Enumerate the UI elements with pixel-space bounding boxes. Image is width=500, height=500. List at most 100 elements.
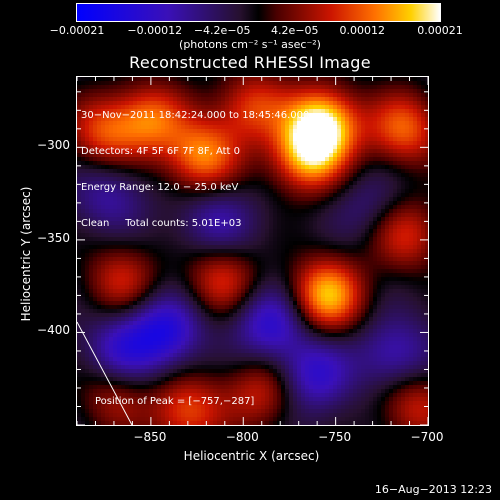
heatmap-cell (321, 153, 326, 158)
heatmap-cell (105, 101, 110, 106)
heatmap-cell (221, 81, 226, 86)
heatmap-cell (169, 249, 174, 254)
heatmap-cell (385, 209, 390, 214)
heatmap-cell (413, 273, 418, 278)
heatmap-cell (381, 253, 386, 258)
heatmap-cell (281, 165, 286, 170)
heatmap-cell (217, 89, 222, 94)
heatmap-cell (253, 141, 258, 146)
heatmap-cell (341, 253, 346, 258)
heatmap-cell (405, 189, 410, 194)
heatmap-cell (317, 265, 322, 270)
heatmap-cell (189, 253, 194, 258)
heatmap-cell (293, 229, 298, 234)
heatmap-cell (157, 125, 162, 130)
heatmap-cell (389, 257, 394, 262)
heatmap-cell (273, 109, 278, 114)
heatmap-cell (273, 245, 278, 250)
heatmap-cell (353, 229, 358, 234)
heatmap-cell (189, 285, 194, 290)
heatmap-cell (389, 189, 394, 194)
heatmap-cell (225, 173, 230, 178)
heatmap-cell (309, 281, 314, 286)
heatmap-cell (309, 109, 314, 114)
heatmap-cell (293, 249, 298, 254)
heatmap-cell (133, 205, 138, 210)
heatmap-cell (409, 209, 414, 214)
heatmap-cell (249, 125, 254, 130)
heatmap-cell (233, 229, 238, 234)
heatmap-cell (177, 77, 182, 82)
heatmap-cell (137, 157, 142, 162)
heatmap-cell (249, 145, 254, 150)
heatmap-cell (309, 229, 314, 234)
heatmap-cell (261, 173, 266, 178)
heatmap-cell (373, 153, 378, 158)
heatmap-cell (285, 261, 290, 266)
heatmap-cell (337, 137, 342, 142)
heatmap-cell (89, 269, 94, 274)
heatmap-cell (77, 277, 82, 282)
heatmap-cell (297, 245, 302, 250)
heatmap-cell (81, 297, 86, 302)
heatmap-cell (253, 193, 258, 198)
heatmap-cell (157, 201, 162, 206)
heatmap-cell (357, 145, 362, 150)
heatmap-cell (353, 277, 358, 282)
heatmap-cell (221, 173, 226, 178)
heatmap-cell (157, 221, 162, 226)
heatmap-cell (401, 173, 406, 178)
heatmap-cell (277, 249, 282, 254)
heatmap-cell (201, 173, 206, 178)
heatmap-cell (421, 269, 426, 274)
heatmap-cell (405, 133, 410, 138)
heatmap-cell (301, 201, 306, 206)
heatmap-cell (201, 225, 206, 230)
heatmap-cell (209, 193, 214, 198)
heatmap-cell (345, 277, 350, 282)
heatmap-cell (101, 153, 106, 158)
heatmap-cell (385, 257, 390, 262)
heatmap-cell (397, 209, 402, 214)
heatmap-cell (301, 189, 306, 194)
heatmap-cell (381, 77, 386, 82)
heatmap-cell (421, 169, 426, 174)
heatmap-cell (225, 221, 230, 226)
heatmap-cell (77, 245, 82, 250)
heatmap-cell (205, 285, 210, 290)
heatmap-cell (325, 157, 330, 162)
heatmap-cell (325, 233, 330, 238)
heatmap-cell (109, 265, 114, 270)
heatmap-cell (185, 121, 190, 126)
heatmap-cell (281, 293, 286, 298)
heatmap-cell (129, 237, 134, 242)
heatmap-cell (125, 137, 130, 142)
heatmap-cell (205, 297, 210, 302)
heatmap-cell (253, 257, 258, 262)
heatmap-cell (401, 289, 406, 294)
heatmap-cell (229, 117, 234, 122)
heatmap-cell (413, 157, 418, 162)
heatmap-cell (385, 173, 390, 178)
heatmap-cell (137, 181, 142, 186)
heatmap-cell (289, 233, 294, 238)
heatmap-cell (261, 93, 266, 98)
heatmap-cell (413, 209, 418, 214)
heatmap-cell (145, 77, 150, 82)
heatmap-cell (349, 93, 354, 98)
heatmap-cell (97, 105, 102, 110)
heatmap-cell (117, 137, 122, 142)
heatmap-cell (157, 113, 162, 118)
heatmap-cell (189, 181, 194, 186)
heatmap-cell (233, 193, 238, 198)
heatmap-cell (345, 165, 350, 170)
heatmap-cell (369, 205, 374, 210)
heatmap-cell (101, 101, 106, 106)
heatmap-cell (393, 233, 398, 238)
heatmap-cell (165, 157, 170, 162)
heatmap-cell (185, 217, 190, 222)
heatmap-cell (237, 181, 242, 186)
heatmap-cell (77, 141, 82, 146)
heatmap-cell (373, 221, 378, 226)
heatmap-cell (133, 125, 138, 130)
